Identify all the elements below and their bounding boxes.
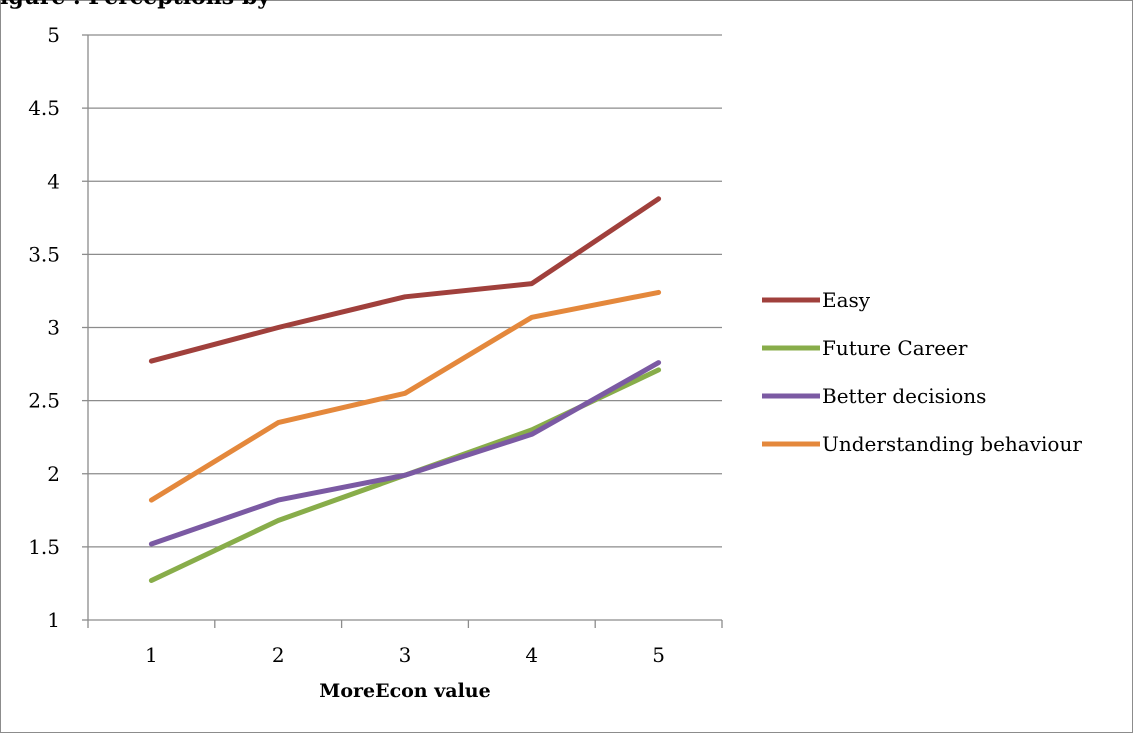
x-tick-label: 5 <box>652 643 665 667</box>
y-tick-labels: 1 1.5 2 2.5 3 3.5 4 4.5 5 <box>28 23 60 632</box>
x-tick-label: 4 <box>525 643 538 667</box>
series-line-easy <box>148 196 662 364</box>
y-tick-label: 1.5 <box>28 535 60 559</box>
y-tick-label: 5 <box>47 23 60 47</box>
legend: Easy Future Career Better decisions Underst… <box>762 288 1082 456</box>
x-tick-label: 1 <box>145 643 158 667</box>
y-tick-label: 3 <box>47 316 60 340</box>
x-tick-label: 2 <box>272 643 285 667</box>
chart-title: igure . Perceptions by <box>0 0 270 10</box>
legend-label: Understanding behaviour <box>822 432 1082 456</box>
x-tick-labels: 1 2 3 4 5 <box>145 643 665 667</box>
legend-label: Easy <box>822 288 871 312</box>
y-tick-label: 4 <box>47 169 60 193</box>
axes <box>82 34 723 628</box>
series-lines <box>148 196 662 583</box>
legend-label: Future Career <box>822 336 968 360</box>
x-axis-label: MoreEcon value <box>319 680 490 702</box>
series-line-understanding-behaviour <box>148 289 662 503</box>
x-tick-label: 3 <box>399 643 412 667</box>
y-tick-label: 2 <box>47 462 60 486</box>
legend-label: Better decisions <box>822 384 986 408</box>
y-tick-label: 2.5 <box>28 389 60 413</box>
y-tick-label: 3.5 <box>28 242 60 266</box>
y-tick-label: 4.5 <box>28 96 60 120</box>
y-tick-label: 1 <box>47 608 60 632</box>
gridlines <box>88 34 722 548</box>
